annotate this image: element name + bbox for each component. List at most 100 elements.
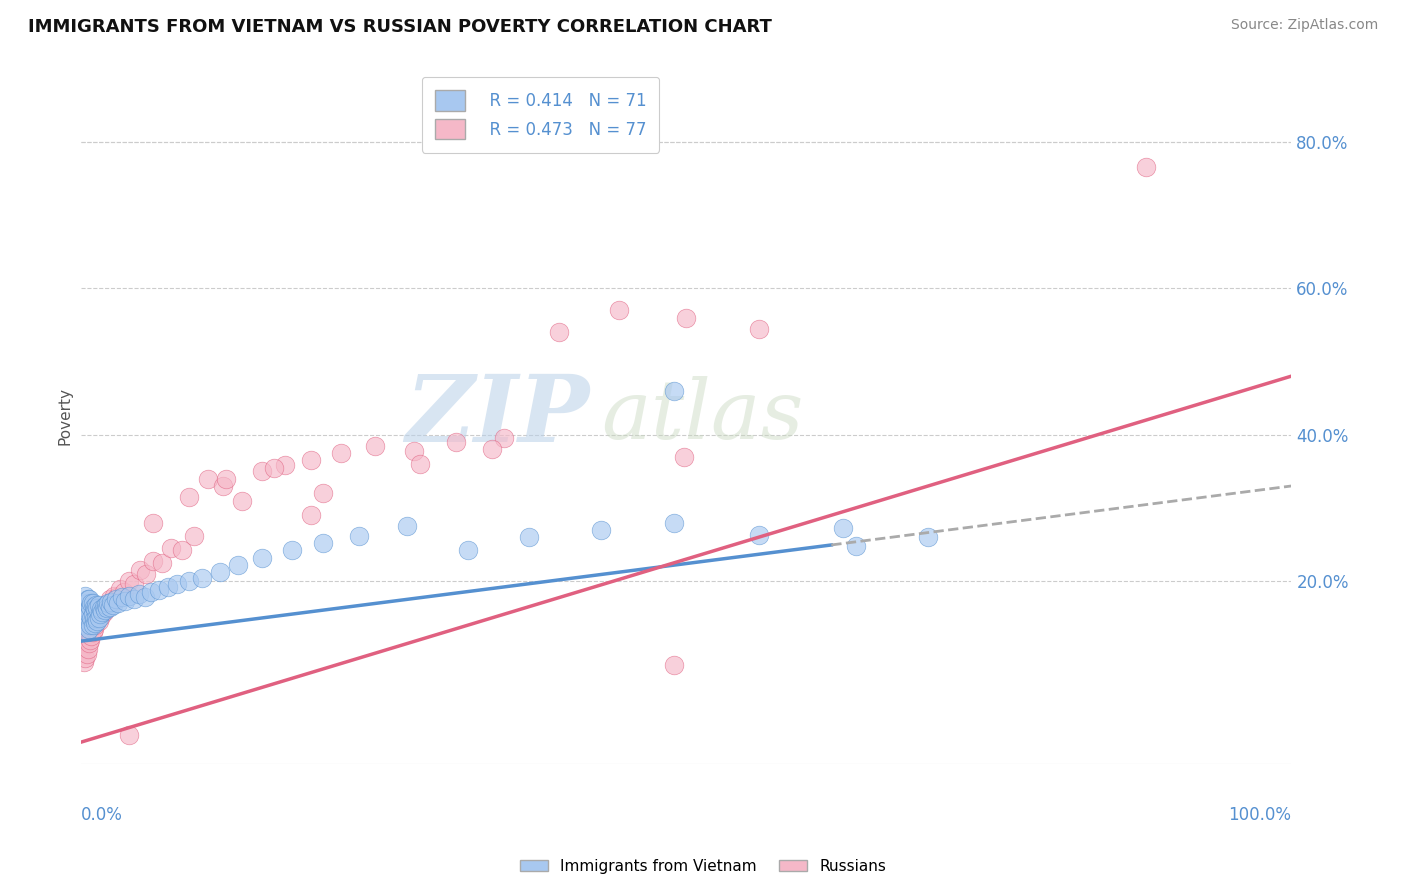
Point (90, 602, 112, 616)
Point (226, 558, 249, 572)
Point (172, 543, 194, 558)
Point (73, 618, 96, 632)
Point (79, 632, 101, 647)
Point (396, 519, 419, 533)
Point (84, 598, 107, 612)
Point (84, 612, 107, 626)
Text: Source: ZipAtlas.com: Source: ZipAtlas.com (1230, 18, 1378, 32)
Point (82, 618, 104, 632)
Point (72, 618, 94, 632)
Point (96, 601, 118, 615)
Point (112, 585, 135, 599)
Point (844, 539, 866, 553)
Point (118, 574, 141, 589)
Point (83, 612, 105, 626)
Point (98, 592, 121, 607)
Point (832, 521, 855, 535)
Text: IMMIGRANTS FROM VIETNAM VS RUSSIAN POVERTY CORRELATION CHART: IMMIGRANTS FROM VIETNAM VS RUSSIAN POVER… (28, 18, 772, 36)
Point (76, 641, 98, 656)
Point (128, 563, 150, 577)
Point (77, 616, 100, 631)
Point (87, 615, 110, 629)
Point (107, 596, 129, 610)
Point (80, 609, 103, 624)
Point (90, 609, 112, 624)
Point (86, 608, 108, 623)
Point (77, 622, 100, 636)
Point (402, 443, 425, 458)
Point (83, 602, 105, 616)
Point (312, 486, 335, 500)
Point (91, 605, 114, 619)
Point (70, 622, 93, 636)
Point (75, 607, 97, 621)
Point (179, 490, 201, 504)
Point (89, 605, 111, 619)
Point (231, 493, 253, 508)
Point (75, 612, 97, 626)
Point (197, 472, 219, 486)
Point (80, 596, 103, 610)
Point (84, 602, 107, 616)
Point (103, 598, 125, 612)
Point (148, 582, 170, 597)
Point (82, 605, 104, 619)
Point (179, 574, 201, 589)
Point (609, 303, 631, 318)
Point (82, 625, 104, 640)
Point (675, 310, 697, 325)
Point (97, 596, 120, 610)
Point (93, 598, 115, 612)
Point (142, 554, 165, 568)
Point (72, 615, 94, 629)
Point (118, 589, 141, 603)
Point (142, 516, 165, 530)
Point (547, 325, 569, 339)
Point (77, 592, 100, 607)
Point (101, 596, 124, 610)
Point (347, 529, 370, 543)
Point (111, 591, 134, 605)
Point (76, 625, 98, 640)
Point (73, 599, 96, 614)
Point (82, 607, 104, 621)
Point (76, 627, 98, 641)
Point (77, 636, 100, 650)
Text: 100.0%: 100.0% (1229, 806, 1292, 824)
Point (263, 460, 285, 475)
Point (75, 632, 97, 647)
Point (76, 648, 98, 662)
Text: ZIP: ZIP (405, 371, 589, 461)
Point (122, 577, 145, 591)
Point (208, 565, 231, 579)
Point (160, 541, 183, 556)
Point (87, 611, 110, 625)
Point (134, 591, 156, 605)
Point (93, 599, 115, 614)
Point (91, 599, 114, 614)
Point (128, 587, 150, 601)
Point (87, 598, 110, 612)
Point (84, 618, 107, 632)
Point (250, 550, 273, 565)
Point (274, 458, 297, 473)
Legend: Immigrants from Vietnam, Russians: Immigrants from Vietnam, Russians (515, 853, 891, 880)
Point (73, 636, 96, 650)
Point (212, 479, 235, 493)
Legend:   R = 0.414   N = 71,   R = 0.473   N = 77: R = 0.414 N = 71, R = 0.473 N = 77 (422, 77, 659, 153)
Point (114, 594, 136, 608)
Point (75, 651, 97, 665)
Text: 0.0%: 0.0% (80, 806, 122, 824)
Point (105, 591, 128, 605)
Point (82, 596, 104, 610)
Point (98, 599, 121, 614)
Point (84, 615, 107, 630)
Point (96, 601, 118, 615)
Point (76, 603, 98, 617)
Point (80, 629, 103, 643)
Point (329, 446, 352, 460)
Point (89, 607, 111, 621)
Point (79, 618, 101, 632)
Text: atlas: atlas (602, 376, 804, 457)
Point (1135, 161, 1157, 175)
